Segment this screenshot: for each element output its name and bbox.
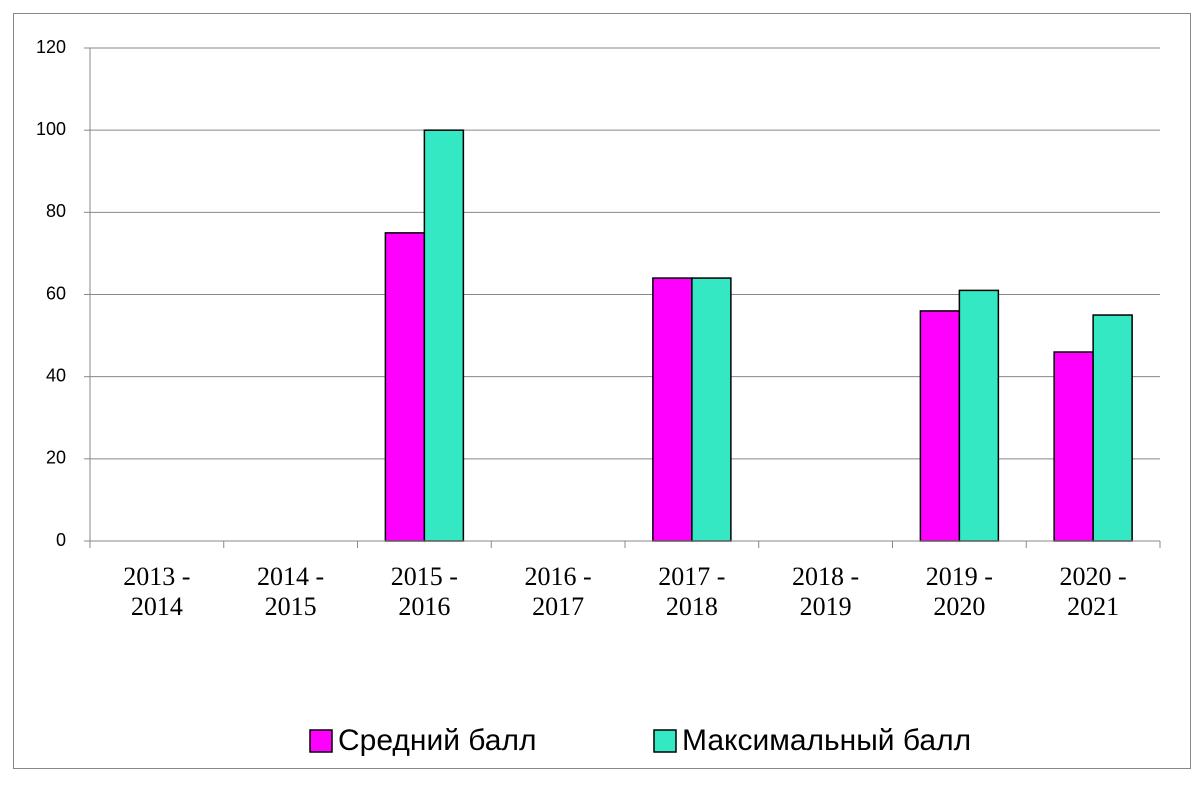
y-tick-label: 120 <box>36 37 66 57</box>
bar <box>652 277 693 542</box>
bar <box>919 310 961 542</box>
x-tick-label: 2014 - 2015 <box>257 562 325 621</box>
legend-swatch <box>309 729 333 753</box>
bar <box>691 277 732 542</box>
x-tick-label: 2018 - 2019 <box>792 562 860 621</box>
x-tick-label: 2015 - 2016 <box>390 562 458 621</box>
y-tick-label: 80 <box>46 201 66 221</box>
bar <box>423 129 465 542</box>
bar <box>384 232 426 542</box>
y-tick-label: 20 <box>46 448 66 468</box>
bar <box>1092 314 1133 542</box>
x-tick-label: 2020 - 2021 <box>1059 562 1127 621</box>
y-tick-label: 60 <box>46 283 66 303</box>
x-tick-label: 2019 - 2020 <box>925 562 993 621</box>
legend-swatch <box>653 729 677 753</box>
bar <box>958 289 1000 542</box>
bar <box>1053 351 1094 542</box>
x-tick-label: 2016 - 2017 <box>524 562 592 621</box>
x-tick-label: 2013 - 2014 <box>123 562 191 621</box>
legend-label: Средний балл <box>338 724 537 757</box>
y-tick-label: 100 <box>36 119 66 139</box>
x-tick-label: 2017 - 2018 <box>658 562 726 621</box>
y-tick-label: 40 <box>46 365 66 385</box>
chart-border <box>13 13 1191 769</box>
legend-label: Максимальный балл <box>682 724 971 757</box>
y-tick-label: 0 <box>56 530 66 550</box>
